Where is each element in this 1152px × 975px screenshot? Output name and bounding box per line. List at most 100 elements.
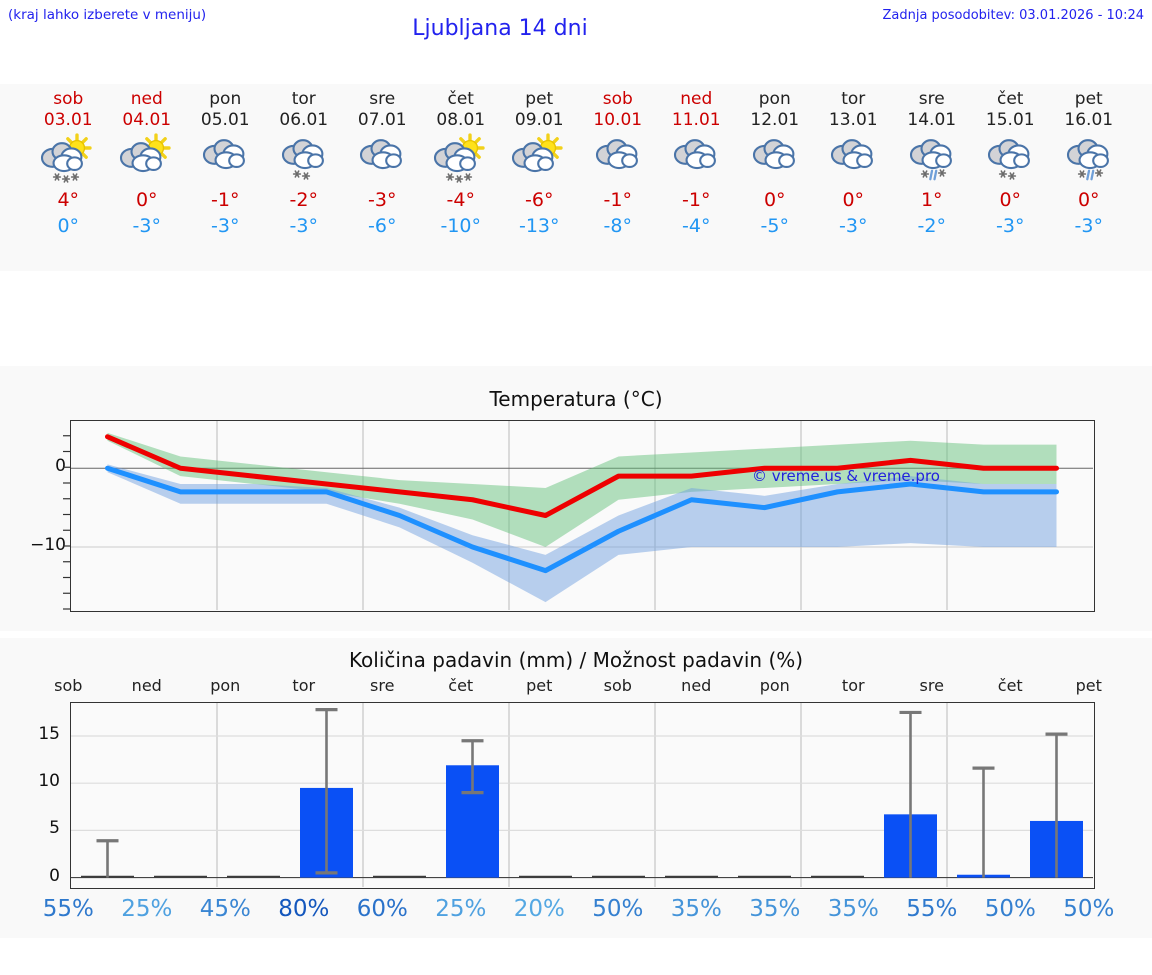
precipitation-probability-value: 25% (121, 896, 173, 922)
cloudy-snow-icon (979, 133, 1041, 185)
day-column[interactable]: pon 05.01 -1° -3° (186, 84, 265, 271)
cloudy-icon (351, 133, 413, 185)
precipitation-probability-value: 25% (435, 896, 487, 922)
min-temperature-value: -10° (440, 215, 482, 237)
day-of-week-label: sre (918, 89, 945, 109)
precipitation-plot-svg (71, 703, 1093, 887)
day-column[interactable]: ned 04.01 0° -3° (108, 84, 187, 271)
cloudy-icon (665, 133, 727, 185)
partly-cloudy-icon (116, 133, 178, 185)
precipitation-day-label: sre (919, 676, 944, 695)
min-temperature-value: -4° (682, 215, 711, 237)
day-of-week-label: sre (369, 89, 396, 109)
max-temperature-value: 4° (57, 189, 80, 211)
max-temperature-value: 0° (135, 189, 158, 211)
precipitation-probability-value: 45% (199, 896, 251, 922)
max-temperature-value: -2° (289, 189, 318, 211)
min-temperature-value: -2° (917, 215, 946, 237)
precipitation-day-label: sob (54, 676, 83, 695)
temperature-band (107, 432, 1057, 547)
min-temperature-value: -3° (211, 215, 240, 237)
temperature-line (105, 465, 1059, 574)
day-of-week-label: sob (53, 89, 84, 109)
precipitation-bar (154, 875, 207, 878)
day-date-label: 16.01 (1064, 110, 1114, 130)
day-column[interactable]: sob 03.01 4° 0° (29, 84, 108, 271)
precipitation-bar (738, 875, 791, 878)
min-temperature-value: 0° (57, 215, 80, 237)
day-date-label: 09.01 (514, 110, 564, 130)
precipitation-chart-title: Količina padavin (mm) / Možnost padavin … (348, 648, 804, 672)
cloudy-icon (587, 133, 649, 185)
page-header: (kraj lahko izberete v meniju) Ljubljana… (0, 0, 1152, 52)
precipitation-day-label: tor (292, 676, 316, 695)
day-date-label: 14.01 (907, 110, 957, 130)
precipitation-y-tick: 10 (38, 771, 60, 792)
day-date-label: 11.01 (671, 110, 721, 130)
temperature-plot-area (70, 420, 1095, 612)
day-of-week-label: pet (1074, 89, 1103, 109)
precipitation-bar (227, 875, 280, 878)
precipitation-probability-value: 50% (1063, 896, 1115, 922)
max-temperature-value: -3° (368, 189, 397, 211)
day-of-week-label: tor (841, 89, 866, 109)
cloudy-icon (194, 133, 256, 185)
cloudy-sleet-icon (1058, 133, 1120, 185)
min-temperature-value: -3° (839, 215, 868, 237)
precipitation-day-label: čet (448, 676, 474, 695)
day-of-week-label: čet (997, 89, 1024, 109)
day-date-label: 06.01 (279, 110, 329, 130)
precipitation-day-label: ned (681, 676, 712, 695)
precipitation-day-label: tor (841, 676, 865, 695)
precipitation-day-label: pet (526, 676, 553, 695)
day-column[interactable]: sob 10.01 -1° -8° (579, 84, 658, 271)
max-temperature-value: -6° (525, 189, 554, 211)
temperature-chart-title: Temperatura (°C) (489, 387, 663, 411)
day-of-week-label: tor (291, 89, 316, 109)
precipitation-probability-value: 20% (513, 896, 565, 922)
day-column[interactable]: čet 08.01 -4° -10° (422, 84, 501, 271)
temperature-plot-svg (71, 421, 1093, 610)
precipitation-probability-value: 50% (592, 896, 644, 922)
day-column[interactable]: sre 07.01 -3° -6° (343, 84, 422, 271)
cloudy-icon (744, 133, 806, 185)
precipitation-probability-value: 55% (42, 896, 94, 922)
temperature-y-tick: −10 (30, 535, 66, 555)
day-date-label: 12.01 (750, 110, 800, 130)
max-temperature-value: 0° (842, 189, 865, 211)
partly-cloudy-snow-icon (430, 133, 492, 185)
min-temperature-value: -6° (368, 215, 397, 237)
daily-forecast-row: sob 03.01 4° 0° ned 04.01 0° -3° pon 05.01 -1° -3° t… (0, 84, 1152, 271)
precipitation-bar (592, 875, 645, 878)
day-of-week-label: pon (758, 89, 791, 109)
day-column[interactable]: ned 11.01 -1° -4° (657, 84, 736, 271)
min-temperature-value: -3° (289, 215, 318, 237)
min-temperature-value: -8° (603, 215, 632, 237)
max-temperature-value: -1° (603, 189, 632, 211)
day-date-label: 08.01 (436, 110, 486, 130)
day-date-label: 15.01 (985, 110, 1035, 130)
precipitation-day-label: pon (759, 676, 790, 695)
precipitation-bar (811, 875, 864, 878)
day-column[interactable]: sre 14.01 1° -2° (893, 84, 972, 271)
cloudy-sleet-icon (901, 133, 963, 185)
temperature-y-tick: 0 (55, 456, 66, 477)
day-of-week-label: čet (447, 89, 474, 109)
precipitation-probability-value: 50% (984, 896, 1036, 922)
day-column[interactable]: pet 09.01 -6° -13° (500, 84, 579, 271)
max-temperature-value: -1° (211, 189, 240, 211)
max-temperature-value: 0° (1077, 189, 1100, 211)
day-column[interactable]: čet 15.01 0° -3° (971, 84, 1050, 271)
day-of-week-label: pon (209, 89, 242, 109)
day-column[interactable]: tor 06.01 -2° -3° (265, 84, 344, 271)
day-column[interactable]: pon 12.01 0° -5° (736, 84, 815, 271)
precipitation-probability-value: 60% (356, 896, 408, 922)
day-column[interactable]: tor 13.01 0° -3° (814, 84, 893, 271)
precipitation-day-label: pon (210, 676, 241, 695)
day-column[interactable]: pet 16.01 0° -3° (1050, 84, 1129, 271)
precipitation-probability-value: 35% (827, 896, 879, 922)
daily-forecast-strip: sob 03.01 4° 0° ned 04.01 0° -3° pon 05.01 -1° -3° t… (0, 84, 1152, 271)
precipitation-probability-row: 55% 25% 45% 80% 60% 25% 20% 50% 35% 35% 35% 55% 50% 5… (0, 896, 1152, 930)
max-temperature-value: 1° (920, 189, 943, 211)
min-temperature-value: -3° (132, 215, 161, 237)
